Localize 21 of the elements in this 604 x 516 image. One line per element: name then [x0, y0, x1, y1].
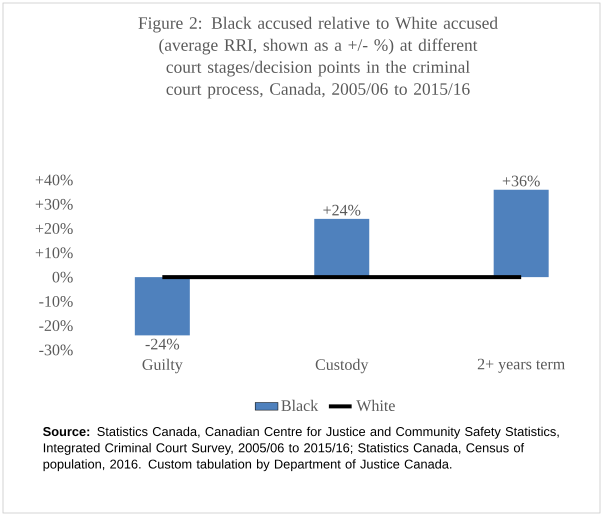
y-tick-label: -10% [39, 296, 73, 307]
text: Source: Statistics Canada, Canadian Centre for Justice and Community Safety Statistics, Integrated Criminal Court Survey, 2005/06 to 2015/16; Statistics Canada, Census of population, 2016. Custom tabulation by Department of Justice Canada. [43, 426, 559, 472]
legend-label: White [356, 400, 395, 412]
x-tick-label: 2+ years term [478, 358, 565, 373]
data-label: -24% [146, 338, 180, 350]
y-tick-label: -30% [39, 344, 73, 356]
legend-label: Black [281, 400, 318, 412]
y-tick-label: +10% [36, 247, 73, 258]
y-tick-label: +20% [36, 223, 73, 234]
bar [494, 190, 549, 278]
x-tick-label: Custody [316, 358, 368, 374]
y-tick-label: -20% [39, 320, 73, 332]
y-tick-label: +40% [36, 174, 73, 186]
bar [314, 218, 370, 278]
data-label: +24% [323, 204, 360, 216]
y-tick-label: +30% [36, 198, 73, 210]
data-label: +36% [502, 176, 540, 186]
y-tick-label: 0% [52, 272, 73, 283]
bar [134, 277, 190, 336]
chart-title: Figure 2: Black accused relative to White accused (average RRI, shown as a +/- %) at different court stages/decision points in the criminal court process, Canada, 2005/06 to 2015/16 [138, 16, 498, 98]
x-tick-label: Guilty [142, 358, 183, 374]
